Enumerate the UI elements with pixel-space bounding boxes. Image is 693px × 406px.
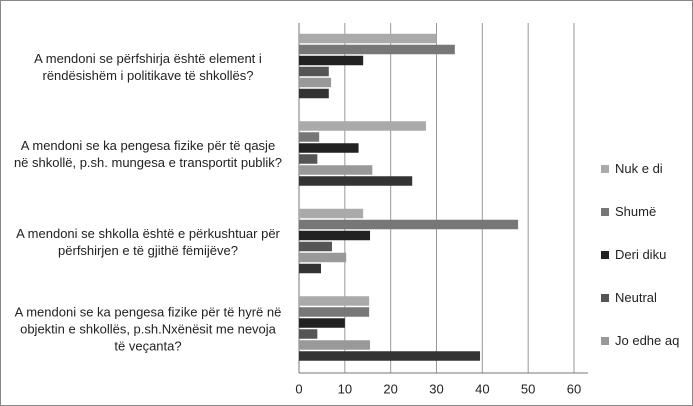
legend-label: Nuk e di: [615, 161, 663, 176]
legend-swatch: [601, 208, 609, 216]
bar: [299, 307, 370, 317]
bar: [299, 132, 320, 142]
legend-label: Shumë: [615, 204, 657, 219]
bar: [299, 33, 437, 44]
bar: [299, 340, 371, 350]
bar: [299, 55, 364, 66]
legend-swatch: [601, 294, 609, 302]
x-tick-label: 60: [567, 381, 581, 396]
bar: [299, 219, 519, 230]
bar: [299, 252, 347, 263]
legend-item: Jo edhe aq: [601, 333, 685, 349]
x-tick-label: 40: [475, 381, 489, 396]
bar: [299, 121, 426, 131]
legend-swatch: [601, 165, 609, 173]
bar: [299, 77, 332, 88]
x-tick-label: 50: [521, 381, 535, 396]
x-tick-label: 0: [295, 381, 302, 396]
bar: [299, 88, 329, 99]
bar: [299, 154, 318, 164]
bar: [299, 143, 359, 153]
bar: [299, 44, 455, 55]
legend-label: Neutral: [615, 290, 657, 305]
bar: [299, 165, 373, 175]
legend-item: Nuk e di: [601, 161, 685, 177]
bar: [299, 318, 345, 328]
bar: [299, 329, 318, 339]
bar: [299, 296, 370, 306]
x-tick-label: 10: [338, 381, 352, 396]
category-label: A mendoni se shkolla është e përkushtuar…: [16, 225, 280, 258]
x-tick-label: 20: [383, 381, 397, 396]
bar: [299, 66, 329, 77]
category-label: A mendoni se ka pengesa fizike për të hy…: [14, 304, 282, 354]
legend-swatch: [601, 337, 609, 345]
bar: [299, 351, 481, 361]
legend-item: Neutral: [601, 290, 685, 306]
category-label: A mendoni se ka pengesa fizike për të qa…: [13, 138, 283, 171]
legend-swatch: [601, 251, 609, 259]
bar: [299, 208, 364, 219]
legend-item: Shumë: [601, 204, 685, 220]
x-tick-label: 30: [429, 381, 443, 396]
bar: [299, 176, 413, 186]
category-label: A mendoni se përfshirja është element i …: [34, 50, 262, 83]
bar: [299, 263, 321, 274]
legend-item: Deri diku: [601, 247, 685, 263]
legend-label: Jo edhe aq: [615, 333, 680, 348]
legend-label: Deri diku: [615, 247, 667, 262]
bar: [299, 241, 332, 252]
bar: [299, 230, 371, 241]
